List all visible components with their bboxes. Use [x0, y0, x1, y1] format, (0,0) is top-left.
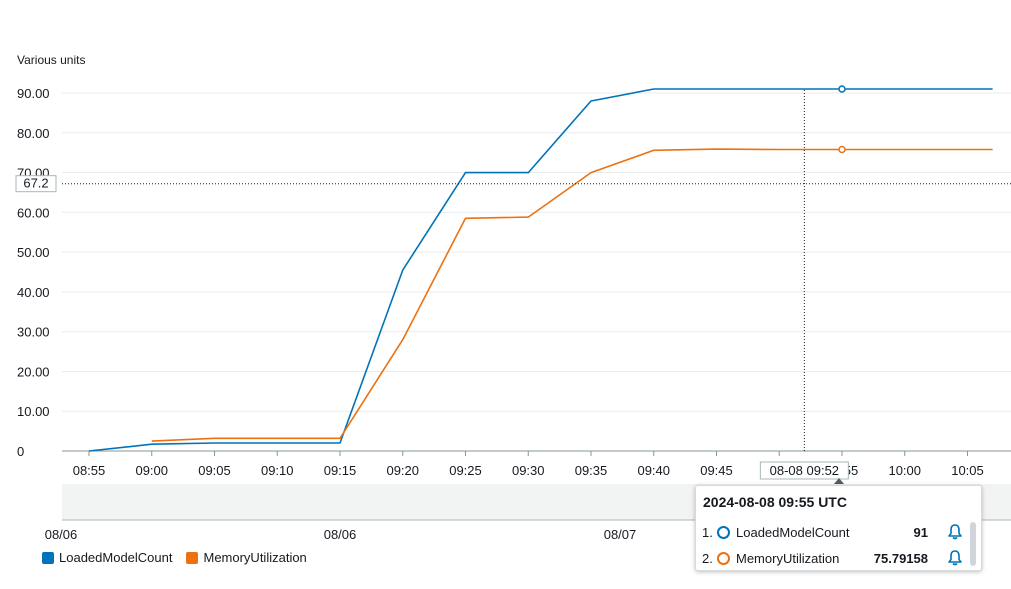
series-line-memoryutilization	[151, 148, 993, 442]
row-series-name: LoadedModelCount	[736, 524, 850, 540]
row-index: 2.	[702, 550, 713, 566]
legend-swatch	[186, 551, 199, 564]
tooltip-caret	[834, 478, 844, 484]
row-value: 91	[913, 524, 928, 540]
row-value: 75.79158	[873, 550, 928, 566]
series-marker-icon	[717, 551, 730, 565]
navigator-date-label: 08/06	[324, 527, 357, 542]
series-line-loadedmodelcount	[88, 88, 993, 452]
x-tick-label: 09:25	[449, 463, 482, 478]
crosshair-x-box	[759, 461, 849, 480]
hover-point-memoryutilization	[838, 145, 846, 154]
legend-item-loadedmodelcount[interactable]: LoadedModelCount	[42, 550, 172, 565]
x-tick-label: 09:40	[637, 463, 670, 478]
crosshair-y-value: 67.2	[23, 176, 48, 191]
x-tick-label: 10:05	[951, 463, 984, 478]
x-tick-label: 09:20	[386, 463, 419, 478]
x-tick-label: 09:45	[700, 463, 733, 478]
y-tick-label: 10.00	[17, 404, 50, 419]
crosshair-y-box	[15, 175, 57, 193]
y-tick-label: 60.00	[17, 205, 50, 220]
x-tick-label: 09:30	[512, 463, 545, 478]
y-tick-label: 50.00	[17, 245, 50, 260]
x-tick-label: 09:15	[324, 463, 357, 478]
legend-label: MemoryUtilization	[203, 550, 307, 565]
navigator-date-label: 08/06	[45, 527, 78, 542]
x-tick-label: 09:05	[198, 463, 231, 478]
y-tick-label: 0	[17, 444, 24, 459]
row-series-name: MemoryUtilization	[736, 550, 840, 566]
legend-item-memoryutilization[interactable]: MemoryUtilization	[186, 550, 307, 565]
bell-icon[interactable]	[946, 549, 964, 567]
data-tooltip: 2024-08-08 09:55 UTC 1. LoadedModelCount…	[695, 485, 982, 571]
y-tick-label: 20.00	[17, 364, 50, 379]
y-tick-label: 80.00	[17, 126, 50, 141]
crosshair-x-value: 08-08 09:52	[770, 463, 839, 478]
y-axis-label: Various units	[17, 53, 85, 67]
tooltip-scrollbar[interactable]	[970, 522, 976, 566]
tooltip-title: 2024-08-08 09:55 UTC	[703, 494, 847, 510]
x-tick-label: 08:55	[73, 463, 106, 478]
navigator-date-label: 08/07	[604, 527, 637, 542]
row-index: 1.	[702, 524, 713, 540]
legend-swatch	[42, 551, 54, 564]
x-tick-label: 09:10	[261, 463, 294, 478]
y-tick-label: 40.00	[17, 285, 50, 300]
y-tick-label: 30.00	[17, 325, 50, 340]
tooltip-row: 1. LoadedModelCount 91	[702, 522, 964, 542]
x-tick-label: 09:35	[575, 463, 608, 478]
legend: LoadedModelCount MemoryUtilization	[42, 550, 307, 565]
series-marker-icon	[717, 525, 730, 539]
x-tick-label: 09:00	[135, 463, 168, 478]
hover-point-loadedmodelcount	[838, 85, 846, 93]
legend-label: LoadedModelCount	[59, 550, 173, 565]
bell-icon[interactable]	[946, 523, 964, 541]
y-tick-label: 90.00	[17, 86, 50, 101]
x-tick-label: 10:00	[888, 463, 921, 478]
tooltip-row: 2. MemoryUtilization 75.79158	[702, 548, 964, 568]
